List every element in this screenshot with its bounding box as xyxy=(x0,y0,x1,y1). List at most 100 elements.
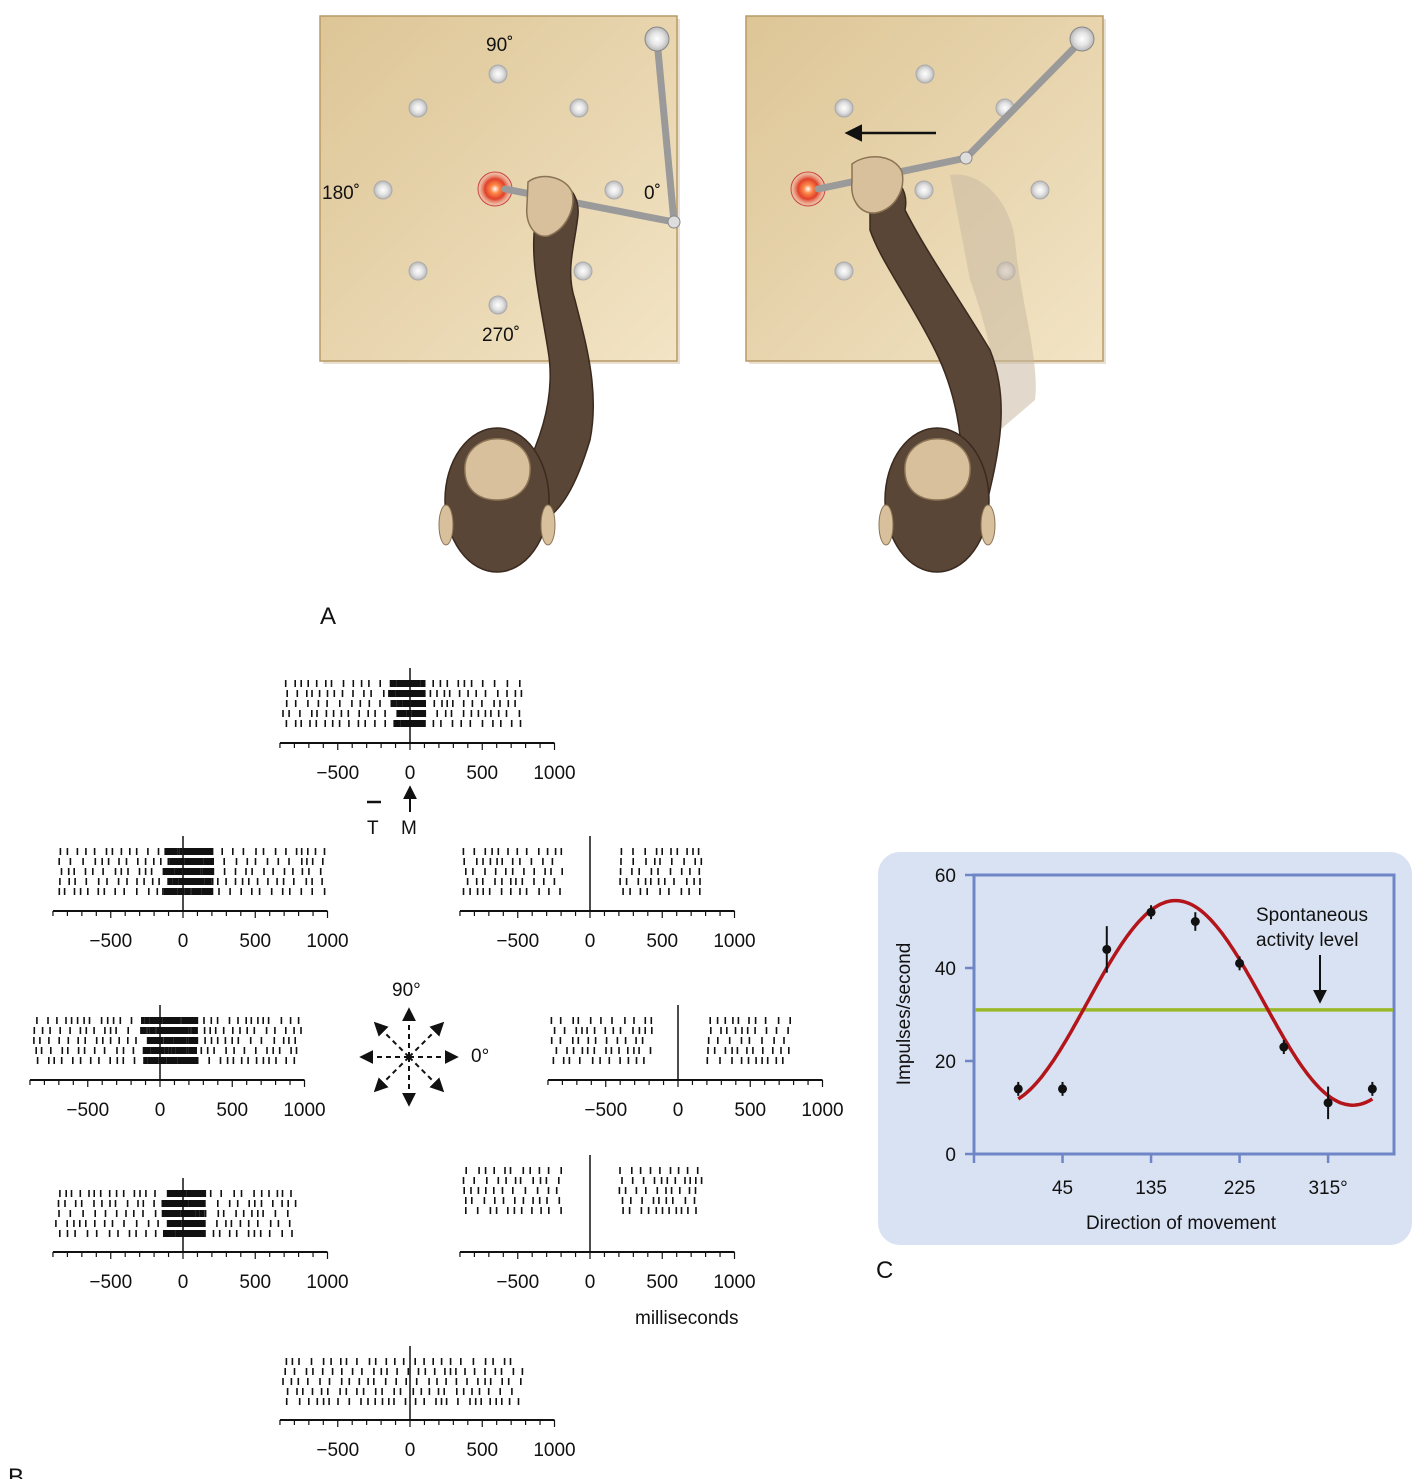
panel-label-b: B xyxy=(8,1464,24,1479)
data-point xyxy=(1235,956,1245,971)
raster-trial-row xyxy=(33,1037,296,1044)
axis-tick-label: 0 xyxy=(155,1100,166,1121)
axis-tick-label: 1000 xyxy=(713,931,755,952)
raster-trial-row xyxy=(285,700,516,707)
data-point xyxy=(1146,905,1156,920)
raster-trial-row xyxy=(282,710,521,717)
raster-trial-row xyxy=(57,1200,297,1207)
raster-trial-row xyxy=(463,1187,697,1194)
target-light-90-r xyxy=(915,64,935,84)
monkey-left xyxy=(438,175,595,573)
compass-arrow-315 xyxy=(408,1056,445,1093)
raster-down-left: −500 0 500 1000 xyxy=(52,1178,349,1293)
axis-tick-label: −500 xyxy=(584,1100,627,1121)
axis-tick-label: 0 xyxy=(585,931,596,952)
point-marker xyxy=(1279,1042,1289,1052)
axis-tick-label: 0 xyxy=(405,1440,416,1461)
axis-tick-label: 1000 xyxy=(533,763,575,784)
target-lights-left xyxy=(373,64,624,315)
raster-trials xyxy=(462,848,703,895)
target-light-45 xyxy=(569,98,589,118)
raster-trial-row xyxy=(465,1207,697,1214)
target-light-0-r xyxy=(1030,180,1050,200)
axis-tick-label: −500 xyxy=(316,763,359,784)
target-light-180 xyxy=(373,180,393,200)
raster-left: −500 0 500 1000 xyxy=(29,1005,326,1121)
plot-frame xyxy=(972,873,1396,1156)
manipulandum-board-left: 90˚ 180˚ 0˚ 270˚ xyxy=(319,15,681,573)
manipulandum-board-right xyxy=(745,15,1106,573)
raster-trial-row xyxy=(55,1220,291,1227)
point-marker xyxy=(1058,1084,1068,1094)
chart-marks xyxy=(975,898,1393,1120)
raster-right: −500 0 500 1000 xyxy=(547,1005,844,1121)
raster-trial-row xyxy=(282,1378,522,1385)
panel-c: 0 20 40 60 45 135 225 315° Impulses/second Dire… xyxy=(876,852,1412,1284)
x-axis-label: Direction of movement xyxy=(1086,1213,1277,1234)
spontaneous-annotation-line2: activity level xyxy=(1256,930,1358,951)
axis-tick-label: 500 xyxy=(646,1272,678,1293)
axis-tick-label: 1000 xyxy=(283,1100,325,1121)
data-point xyxy=(1058,1081,1068,1096)
raster-trials xyxy=(282,680,523,727)
point-marker xyxy=(1013,1084,1023,1094)
data-point xyxy=(1013,1081,1023,1096)
tm-markers: T M xyxy=(367,785,417,839)
target-light-225-r xyxy=(834,261,854,281)
axis-tick-label: 500 xyxy=(466,763,498,784)
raster-trial-row xyxy=(59,848,326,855)
compass-label-90: 90° xyxy=(392,980,421,1001)
axis-tick-label: 1000 xyxy=(713,1272,755,1293)
target-light-90 xyxy=(488,64,508,84)
raster-trial-row xyxy=(465,1167,699,1174)
angle-label-90: 90˚ xyxy=(486,35,513,56)
target-light-center-r xyxy=(914,180,934,200)
raster-trial-row xyxy=(286,1388,513,1395)
target-light-135 xyxy=(408,98,428,118)
axis-tick-label: 500 xyxy=(734,1100,766,1121)
raster-up-right: −500 0 500 1000 xyxy=(459,836,756,952)
data-point xyxy=(1102,926,1112,973)
x-tick-label: 315° xyxy=(1308,1178,1347,1199)
axis-tick-label: 1000 xyxy=(533,1440,575,1461)
y-tick-label: 40 xyxy=(935,959,956,980)
data-point xyxy=(1190,912,1200,931)
raster-trial-row xyxy=(284,1368,524,1375)
cosine-tuning-curve xyxy=(1017,898,1374,1107)
raster-trial-row xyxy=(286,690,523,697)
compass-arrow-45 xyxy=(408,1021,445,1058)
milliseconds-label: milliseconds xyxy=(635,1308,738,1329)
axis-tick-label: −500 xyxy=(89,1272,132,1293)
data-point xyxy=(1323,1086,1333,1120)
raster-trial-row xyxy=(36,1017,300,1024)
raster-trial-row xyxy=(59,1190,292,1197)
raster-trial-row xyxy=(552,1057,784,1064)
angle-label-180: 180˚ xyxy=(322,183,360,204)
raster-down-right: −500 0 500 1000 xyxy=(459,1155,756,1293)
compass-arrow-225 xyxy=(373,1056,410,1093)
angle-label-270: 270˚ xyxy=(482,325,520,346)
raster-trial-row xyxy=(59,1230,293,1237)
axis-tick-label: 500 xyxy=(216,1100,248,1121)
target-light-270 xyxy=(488,295,508,315)
raster-plots: −500 0 500 1000 −500 0 500 1000 −500 0 500 1000 −500… xyxy=(29,668,844,1461)
raster-down: −500 0 500 1000 xyxy=(279,1346,576,1461)
raster-trial-row xyxy=(285,1398,520,1405)
raster-trials xyxy=(462,1167,703,1214)
axis-tick-label: 0 xyxy=(585,1272,596,1293)
raster-trials xyxy=(58,848,326,895)
angle-label-0: 0˚ xyxy=(644,183,661,204)
axis-tick-label: −500 xyxy=(66,1100,109,1121)
axis-tick-label: 1000 xyxy=(306,1272,348,1293)
spontaneous-annotation-line1: Spontaneous xyxy=(1256,905,1368,926)
y-tick-label: 60 xyxy=(935,866,956,887)
panel-b: −500 0 500 1000 −500 0 500 1000 −500 0 500 1000 −500… xyxy=(8,668,844,1479)
marker-m-label: M xyxy=(401,818,417,839)
raster-trial-row xyxy=(36,1057,296,1064)
panel-label-a: A xyxy=(320,603,336,630)
raster-trials xyxy=(550,1017,791,1064)
axis-tick-label: 0 xyxy=(405,763,416,784)
raster-trial-row xyxy=(550,1037,785,1044)
direction-compass: 90° 0° xyxy=(359,980,489,1107)
